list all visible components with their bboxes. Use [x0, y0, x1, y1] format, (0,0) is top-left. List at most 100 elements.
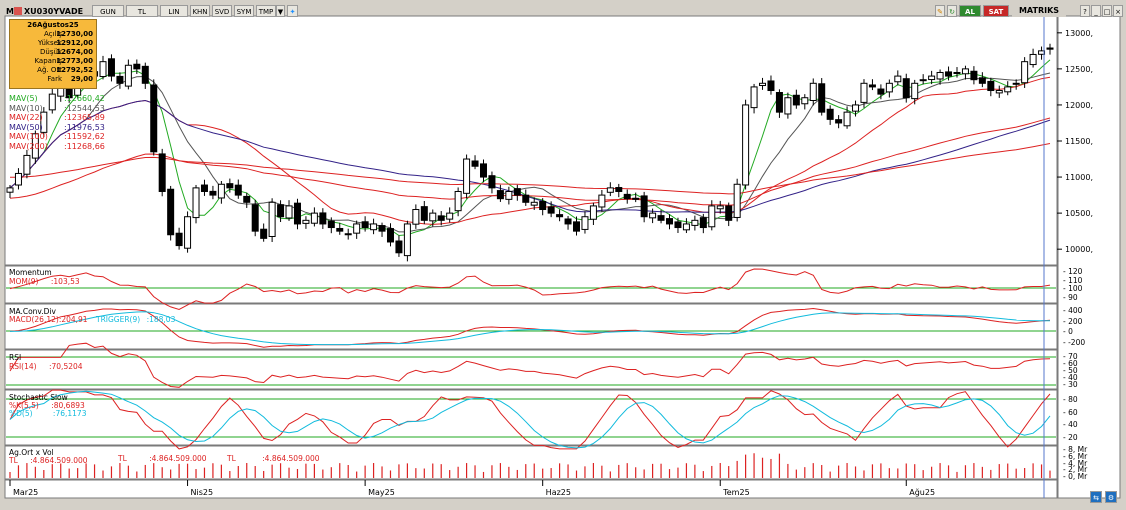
candle-body	[251, 204, 259, 232]
candle-body	[801, 97, 809, 105]
dropdown-icon[interactable]: ▼	[276, 5, 285, 17]
candle-body	[902, 78, 910, 99]
candle-body	[775, 92, 783, 113]
mav-line-3	[9, 99, 1051, 213]
sym-button[interactable]: SYM	[234, 5, 254, 17]
momentum-tick-label: - 100	[1063, 284, 1083, 294]
momentum-tick-label: - 110	[1063, 275, 1083, 285]
mav-legend-item: MAV(10):12544,53	[9, 103, 105, 113]
candle-body	[336, 227, 344, 232]
minimize-icon[interactable]: _	[1091, 5, 1101, 17]
tmp-button[interactable]: TMP	[256, 5, 276, 17]
volume-title: Ag.Ort x Vol	[9, 448, 54, 457]
candle-body	[471, 160, 479, 167]
candle-body	[725, 205, 733, 221]
candle-body	[403, 223, 411, 257]
volume-label-2: TL :4.864.509.000	[118, 454, 207, 463]
ohlc-row: Düşük 12674,00	[40, 48, 93, 56]
close-icon[interactable]: ×	[1113, 5, 1123, 17]
candle-body	[6, 187, 14, 193]
stoch-k-label: %K(5,5) :80,6893	[9, 401, 85, 410]
candle-body	[877, 88, 885, 95]
momentum-panel-bg	[4, 265, 1058, 304]
symbol-name[interactable]: XU030YVADE	[24, 7, 84, 16]
pencil-icon[interactable]: ✎	[935, 5, 945, 17]
x-tick-label: May25	[368, 488, 395, 497]
nav-arrows-icon[interactable]: ⇆	[1090, 491, 1102, 503]
refresh-icon[interactable]: ↻	[947, 5, 957, 17]
stoch-k-line	[9, 389, 1051, 450]
candle-body	[260, 228, 268, 239]
buy-button[interactable]: AL	[959, 5, 981, 17]
x-tick-label: Nis25	[190, 488, 214, 497]
candle-body	[353, 223, 361, 234]
candle-body	[792, 94, 800, 106]
ohlc-row: Fark 29,00	[47, 75, 93, 83]
candle-body	[479, 163, 487, 178]
volume-tick-label: - 0, Mr	[1063, 472, 1088, 481]
candle-body	[107, 58, 115, 77]
candle-body	[437, 215, 445, 221]
candle-body	[632, 197, 640, 200]
candle-body	[987, 80, 995, 92]
svd-button[interactable]: SVD	[212, 5, 232, 17]
candle-body	[1029, 53, 1037, 66]
ohlc-row: Yüksek 12912,00	[38, 39, 93, 47]
symbol-menu-icon[interactable]	[14, 7, 22, 15]
mav-legend-item: MAV(5):12660,42	[9, 94, 105, 103]
toolbar-m[interactable]: M	[6, 7, 14, 16]
mav-legend-item: MAV(50):11976,53	[9, 122, 105, 132]
candle-body	[319, 212, 327, 225]
stoch-tick-label: - 60	[1063, 407, 1078, 417]
candle-body	[928, 75, 936, 81]
help-icon[interactable]: ?	[1080, 5, 1090, 17]
candle-body	[277, 204, 285, 218]
candle-body	[649, 212, 657, 219]
candle-body	[370, 223, 378, 231]
candle-body	[361, 221, 369, 229]
candle-body	[141, 65, 149, 84]
currency-button[interactable]: TL	[126, 5, 158, 17]
momentum-tick-label: - 90	[1063, 293, 1078, 302]
candle-body	[1012, 82, 1020, 85]
candle-body	[547, 206, 555, 214]
momentum-label: MOM(9) :103,53	[9, 277, 80, 286]
rsi-title: RSI	[9, 353, 22, 362]
macd-tick-label: - -200	[1063, 338, 1086, 347]
khn-button[interactable]: KHN	[190, 5, 210, 17]
candle-body	[293, 202, 301, 225]
candle-body	[826, 108, 834, 120]
period-button[interactable]: GUN	[92, 5, 124, 17]
stoch-title: Stochastic Slow	[9, 393, 68, 402]
candle-body	[995, 90, 1003, 94]
candle-body	[285, 205, 293, 219]
scale-button[interactable]: LIN	[160, 5, 188, 17]
stoch-tick-label: - 40	[1063, 420, 1078, 430]
y-tick-label: 12000,	[1065, 100, 1093, 110]
candle-body	[310, 212, 318, 224]
ohlc-row: Ağ. Ort 12792,52	[37, 66, 93, 74]
candle-body	[40, 111, 48, 133]
candle-body	[674, 221, 682, 229]
candle-body	[344, 233, 352, 236]
candle-body	[657, 215, 665, 221]
candle-body	[378, 225, 386, 232]
candle-body	[463, 158, 471, 194]
mav-line-1	[9, 72, 1051, 233]
candle-body	[386, 228, 394, 243]
candle-body	[961, 68, 969, 75]
volume-label-1: TL :4.864.509.000	[9, 456, 88, 465]
candle-body	[446, 212, 454, 220]
settings-icon[interactable]: ⚙	[1105, 491, 1117, 503]
twitter-icon[interactable]: ✦	[287, 5, 298, 17]
candle-body	[953, 71, 961, 74]
stoch-tick-label: - 80	[1063, 395, 1078, 404]
macd-panel-bg	[4, 303, 1058, 350]
macd-tick-label: - 200	[1063, 316, 1083, 326]
candle-body	[682, 223, 690, 231]
maximize-icon[interactable]: □	[1102, 5, 1112, 17]
y-tick-label: 10500,	[1065, 209, 1093, 219]
candle-body	[268, 201, 276, 237]
x-tick-label: Haz25	[545, 488, 571, 497]
sell-button[interactable]: SAT	[983, 5, 1009, 17]
